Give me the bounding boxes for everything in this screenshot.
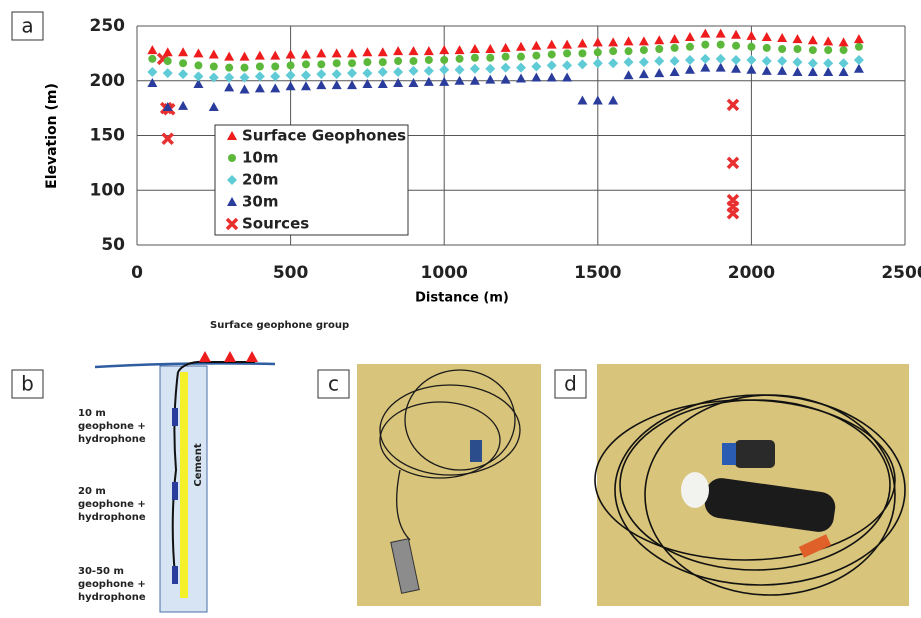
panel-label: c bbox=[328, 372, 339, 396]
marker bbox=[532, 52, 540, 60]
connector bbox=[470, 440, 482, 462]
marker bbox=[732, 42, 740, 50]
marker bbox=[609, 47, 617, 55]
level-text: 20 m geophone + hydrophone bbox=[78, 485, 158, 524]
geophone bbox=[172, 408, 178, 426]
connector bbox=[735, 440, 775, 468]
marker bbox=[194, 61, 202, 69]
geophone bbox=[172, 566, 178, 584]
legend-label: 20m bbox=[242, 171, 279, 189]
marker bbox=[548, 50, 556, 58]
marker bbox=[793, 45, 801, 53]
geophone bbox=[172, 482, 178, 500]
x-tick-label: 2000 bbox=[728, 263, 775, 283]
legend-label: 30m bbox=[242, 193, 279, 211]
marker bbox=[809, 46, 817, 54]
legend-label: 10m bbox=[242, 149, 279, 167]
marker bbox=[471, 54, 479, 62]
marker bbox=[778, 45, 786, 53]
marker bbox=[655, 45, 663, 53]
marker bbox=[747, 43, 755, 51]
panel-label: b bbox=[21, 372, 34, 396]
cement-column bbox=[180, 372, 188, 598]
y-tick-label: 50 bbox=[101, 235, 125, 255]
marker bbox=[840, 46, 848, 54]
marker bbox=[425, 56, 433, 64]
marker bbox=[640, 46, 648, 54]
marker bbox=[440, 56, 448, 64]
marker bbox=[486, 54, 494, 62]
level-text: 30-50 m geophone + hydrophone bbox=[78, 565, 158, 604]
marker bbox=[164, 57, 172, 65]
marker bbox=[363, 58, 371, 66]
marker bbox=[409, 57, 417, 65]
x-tick-label: 1000 bbox=[421, 263, 468, 283]
marker bbox=[317, 60, 325, 68]
cement-label: Cement bbox=[193, 443, 204, 486]
x-tick-label: 1500 bbox=[574, 263, 621, 283]
marker bbox=[348, 59, 356, 67]
marker bbox=[563, 49, 571, 57]
y-tick-label: 250 bbox=[90, 16, 126, 36]
panel-label: a bbox=[21, 14, 33, 38]
connector-ring bbox=[722, 443, 736, 465]
level-label: 10 m geophone + hydrophone bbox=[78, 407, 158, 452]
marker bbox=[256, 63, 264, 71]
probe-tip bbox=[681, 472, 709, 508]
marker bbox=[379, 58, 387, 66]
plot: 5010015020025005001000150020002500Surfac… bbox=[90, 16, 921, 283]
legend-label: Sources bbox=[242, 215, 309, 233]
marker bbox=[302, 60, 310, 68]
marker bbox=[210, 63, 218, 71]
level-text: 10 m geophone + hydrophone bbox=[78, 407, 158, 446]
marker bbox=[287, 61, 295, 69]
marker bbox=[179, 59, 187, 67]
marker bbox=[456, 55, 464, 63]
y-tick-label: 100 bbox=[90, 180, 126, 200]
level-label: 20 m geophone + hydrophone bbox=[78, 485, 158, 530]
marker bbox=[701, 41, 709, 49]
y-axis-label: Elevation (m) bbox=[44, 83, 60, 189]
x-tick-label: 500 bbox=[273, 263, 309, 283]
marker bbox=[228, 154, 236, 162]
marker bbox=[763, 44, 771, 52]
level-label: 30-50 m geophone + hydrophone bbox=[78, 565, 158, 610]
marker bbox=[333, 59, 341, 67]
y-tick-label: 200 bbox=[90, 71, 126, 91]
marker bbox=[271, 63, 279, 71]
marker bbox=[594, 48, 602, 56]
marker bbox=[671, 44, 679, 52]
marker bbox=[578, 49, 586, 57]
y-tick-label: 150 bbox=[90, 126, 126, 146]
x-tick-label: 0 bbox=[131, 263, 143, 283]
marker bbox=[225, 64, 233, 72]
marker bbox=[625, 47, 633, 55]
marker bbox=[148, 55, 156, 63]
marker bbox=[717, 41, 725, 49]
photo bbox=[357, 364, 541, 606]
marker bbox=[394, 57, 402, 65]
marker bbox=[855, 43, 863, 51]
marker bbox=[686, 43, 694, 51]
marker bbox=[241, 64, 249, 72]
x-axis-label: Distance (m) bbox=[415, 291, 509, 306]
marker bbox=[502, 53, 510, 61]
legend: Surface Geophones 10m 20m 30m Sources bbox=[215, 125, 408, 235]
panel-label: d bbox=[564, 372, 577, 396]
legend-label: Surface Geophones bbox=[242, 127, 406, 145]
group-label: Surface geophone group bbox=[210, 320, 349, 331]
marker bbox=[517, 53, 525, 61]
marker bbox=[824, 46, 832, 54]
